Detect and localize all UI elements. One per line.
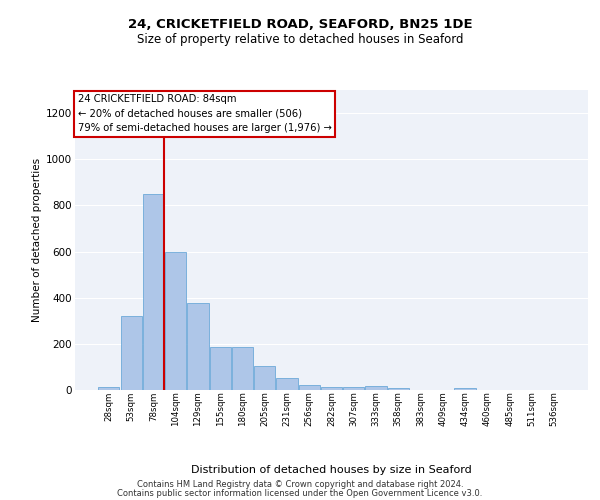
Bar xyxy=(454,388,476,390)
Bar xyxy=(254,366,275,390)
Bar xyxy=(209,348,231,390)
Bar xyxy=(165,252,186,390)
Bar xyxy=(388,388,409,390)
X-axis label: Distribution of detached houses by size in Seaford: Distribution of detached houses by size … xyxy=(191,465,472,475)
Text: Contains public sector information licensed under the Open Government Licence v3: Contains public sector information licen… xyxy=(118,489,482,498)
Bar xyxy=(121,316,142,390)
Bar xyxy=(365,386,386,390)
Text: Size of property relative to detached houses in Seaford: Size of property relative to detached ho… xyxy=(137,32,463,46)
Y-axis label: Number of detached properties: Number of detached properties xyxy=(32,158,42,322)
Bar xyxy=(277,378,298,390)
Bar xyxy=(98,387,119,390)
Text: Contains HM Land Registry data © Crown copyright and database right 2024.: Contains HM Land Registry data © Crown c… xyxy=(137,480,463,489)
Bar xyxy=(321,386,342,390)
Bar xyxy=(187,304,209,390)
Text: 24, CRICKETFIELD ROAD, SEAFORD, BN25 1DE: 24, CRICKETFIELD ROAD, SEAFORD, BN25 1DE xyxy=(128,18,472,30)
Text: 24 CRICKETFIELD ROAD: 84sqm
← 20% of detached houses are smaller (506)
79% of se: 24 CRICKETFIELD ROAD: 84sqm ← 20% of det… xyxy=(77,94,331,134)
Bar xyxy=(143,194,164,390)
Bar xyxy=(299,385,320,390)
Bar xyxy=(343,386,364,390)
Bar xyxy=(232,348,253,390)
